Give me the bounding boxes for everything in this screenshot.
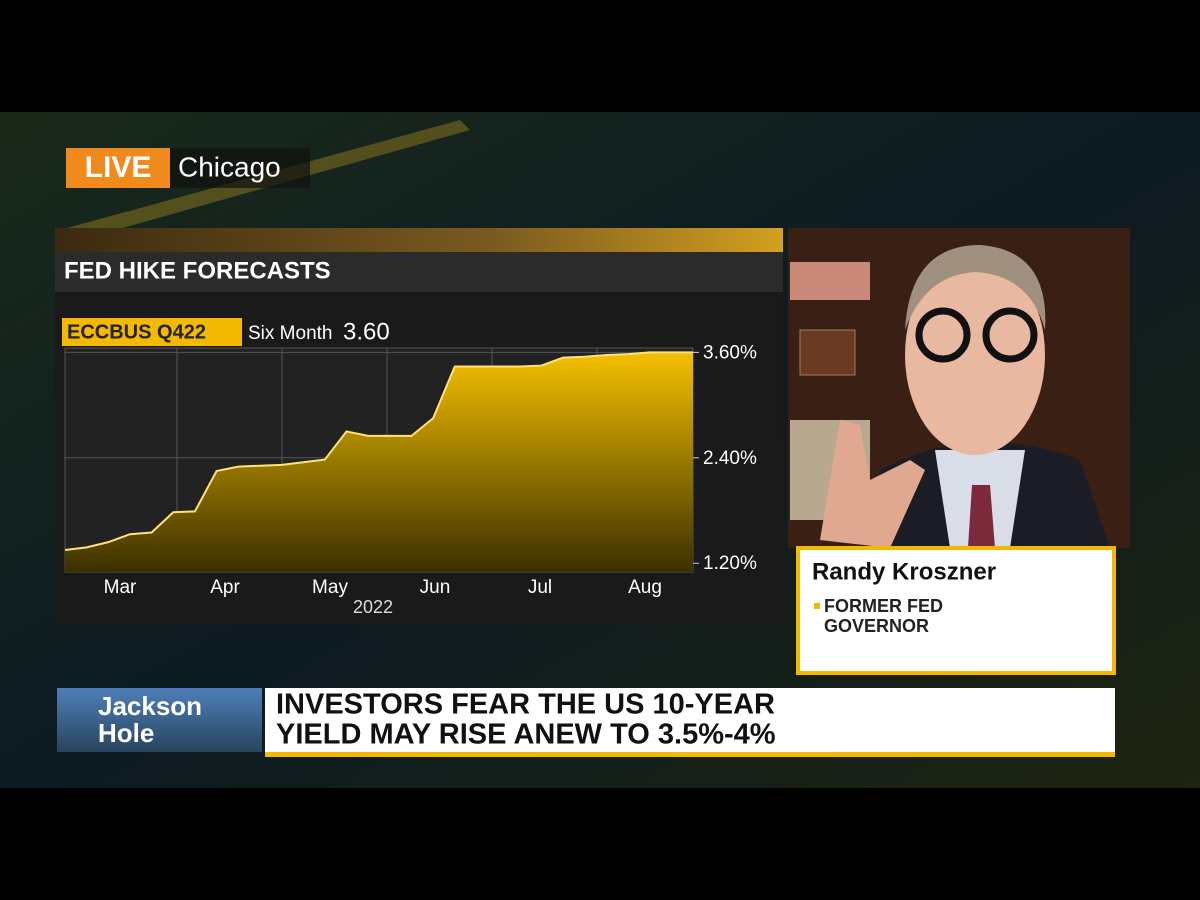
glasses <box>982 307 1038 363</box>
chart-title-band <box>55 252 783 292</box>
chart-stripe <box>55 228 783 252</box>
x-tick-label: Mar <box>104 577 137 598</box>
year-label: 2022 <box>353 597 393 617</box>
headline-box <box>265 688 1115 752</box>
glasses <box>915 307 971 363</box>
ticker-value: 3.60 <box>343 318 390 345</box>
segment-text: Jackson <box>98 691 202 721</box>
location-text: Chicago <box>178 151 281 182</box>
line <box>64 351 693 552</box>
headline-underline <box>265 752 1115 757</box>
x-tick-label: Apr <box>210 577 240 598</box>
live-text: LIVE <box>85 151 152 184</box>
ticker-label: Six Month <box>248 323 332 344</box>
chart-title: FED HIKE FORECASTS <box>64 257 331 284</box>
bullet <box>814 603 820 609</box>
area <box>65 352 693 572</box>
guest-title: GOVERNOR <box>824 616 929 636</box>
segment-text: Hole <box>98 718 154 748</box>
live-badge <box>66 148 170 188</box>
shelf-books <box>790 262 870 300</box>
ticker: ECCBUS Q422 <box>67 321 206 343</box>
x-tick-label: May <box>312 577 348 598</box>
segment-badge <box>57 688 262 752</box>
ticker-badge <box>62 318 242 346</box>
x-tick-label: Jul <box>528 577 552 598</box>
guest-name: Randy Kroszner <box>812 558 996 585</box>
name-box <box>796 546 1116 675</box>
guest-hair <box>905 245 1046 330</box>
x-tick-label: Jun <box>420 577 451 598</box>
y-tick-label: 1.20% <box>703 553 757 574</box>
y-tick-label: 2.40% <box>703 448 757 469</box>
guest-title: FORMER FED <box>824 596 943 616</box>
headline: INVESTORS FEAR THE US 10-YEAR <box>276 689 775 721</box>
location-badge <box>170 148 310 188</box>
headline: YIELD MAY RISE ANEW TO 3.5%-4% <box>276 719 776 751</box>
guest-tie <box>968 485 995 548</box>
guest-hand <box>820 420 925 548</box>
y-tick-label: 3.60% <box>703 342 757 363</box>
guest-face <box>905 255 1045 455</box>
x-tick-label: Aug <box>628 577 662 598</box>
photo-frame <box>799 329 856 376</box>
